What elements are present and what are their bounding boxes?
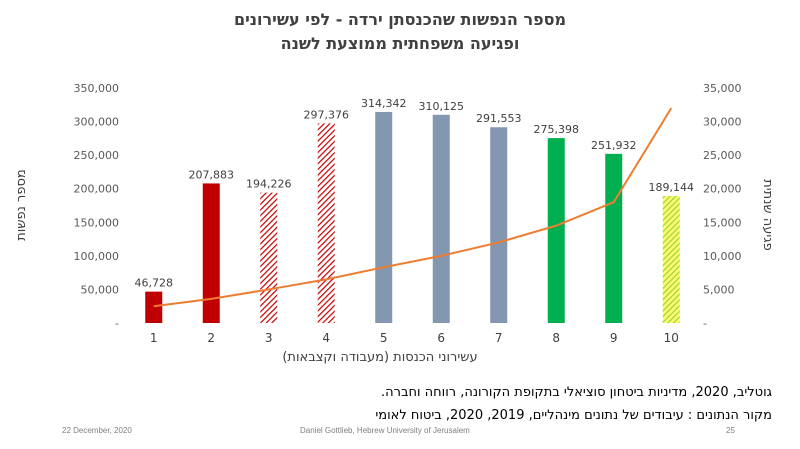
x-tick-label: 3	[265, 331, 273, 345]
bar-data-label: 189,144	[649, 181, 695, 194]
bar	[432, 114, 450, 323]
footer-date: 22 December, 2020	[62, 426, 132, 435]
right-axis-tick-label: 25,000	[703, 149, 742, 162]
chart-title-line1: מספר הנפשות שהכנסתן ירדה - לפי עשירונים	[233, 10, 567, 29]
x-tick-label: 5	[380, 331, 388, 345]
bar-data-label: 310,125	[419, 100, 465, 113]
bar	[202, 183, 220, 323]
x-axis-ticks: 1 2 3 4 5 6 7 8 9 10	[150, 331, 679, 345]
bar	[317, 123, 335, 324]
right-axis-tick-label: 15,000	[703, 216, 742, 229]
bar-data-label: 297,376	[304, 108, 350, 121]
x-tick-label: 1	[150, 331, 158, 345]
right-axis-tick-label: 5,000	[703, 283, 735, 296]
line-series	[153, 107, 673, 308]
right-axis-tick-label: 35,000	[703, 82, 742, 95]
x-tick-label: 7	[495, 331, 503, 345]
left-axis-tick-label: 250,000	[74, 149, 120, 162]
bar-data-label: 46,728	[135, 277, 174, 290]
x-tick-label: 4	[322, 331, 330, 345]
bar-labels: 46,728 207,883 194,226 297,376 314,342 310,12…	[135, 97, 695, 290]
left-axis: - 50,000 100,000 150,000 200,000 250,000 300,0…	[74, 82, 120, 330]
right-axis: - 5,000 10,000 15,000 20,000 25,000 30,000 35,0…	[703, 82, 742, 330]
bar	[490, 127, 508, 324]
citation-note: גוטליב, 2020, מדיניות ביטחון סוציאלי בתק…	[381, 385, 772, 400]
bar-data-label: 314,342	[361, 97, 407, 110]
left-axis-tick-label: 300,000	[74, 116, 120, 129]
bar-data-label: 207,883	[189, 168, 235, 181]
line-path	[153, 107, 673, 308]
bar-data-label: 275,398	[534, 123, 580, 136]
footer-page-number: 25	[726, 426, 735, 435]
left-axis-tick-label: 50,000	[81, 283, 120, 296]
bar	[547, 138, 565, 323]
x-tick-label: 6	[437, 331, 445, 345]
x-tick-label: 2	[207, 331, 215, 345]
left-axis-label: מספר נפשות	[14, 169, 29, 240]
x-axis-label: עשירוני הכנסות (מעבודה וקצבאות)	[282, 350, 477, 365]
bar-data-label: 291,553	[476, 112, 522, 125]
x-tick-label: 8	[552, 331, 560, 345]
x-tick-label: 10	[664, 331, 679, 345]
chart-title-line2: ופגיעה משפחתית ממוצעת לשנה	[280, 34, 520, 53]
left-axis-tick-label: -	[115, 317, 119, 330]
right-axis-tick-label: 30,000	[703, 116, 742, 129]
footer-author: Daniel Gottlieb, Hebrew University of Je…	[300, 426, 470, 435]
right-axis-label: פגיעה שנתית	[760, 179, 775, 251]
source-note: מקור הנתונים : עיבודים של נתונים מינהליי…	[375, 408, 772, 423]
left-axis-tick-label: 350,000	[74, 82, 120, 95]
bar-data-label: 251,932	[591, 139, 637, 152]
bar-data-label: 194,226	[246, 178, 292, 191]
x-tick-label: 9	[610, 331, 618, 345]
bar	[375, 111, 393, 323]
bar	[605, 153, 623, 323]
left-axis-tick-label: 150,000	[74, 216, 120, 229]
right-axis-tick-label: 10,000	[703, 250, 742, 263]
left-axis-tick-label: 200,000	[74, 183, 120, 196]
bar	[662, 196, 680, 323]
chart: - 50,000 100,000 150,000 200,000 250,000 300,0…	[14, 82, 775, 365]
left-axis-tick-label: 100,000	[74, 250, 120, 263]
right-axis-tick-label: -	[703, 317, 707, 330]
bar	[145, 291, 163, 323]
right-axis-tick-label: 20,000	[703, 183, 742, 196]
bar	[260, 192, 278, 323]
